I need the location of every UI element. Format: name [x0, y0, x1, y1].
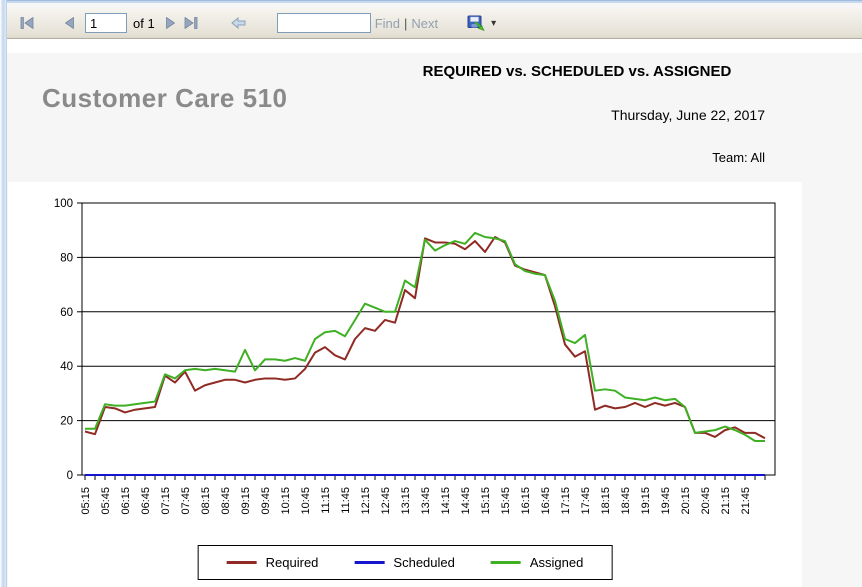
x-axis-label: 19:45 [660, 487, 672, 515]
x-axis-label: 08:15 [200, 487, 212, 515]
report-toolbar: of 1 Find | Next [7, 8, 862, 39]
export-save-icon [467, 15, 485, 31]
y-axis-label: 100 [54, 198, 73, 210]
page-number-input[interactable] [85, 13, 127, 33]
x-axis-label: 17:45 [580, 487, 592, 515]
chart-legend: Required Scheduled Assigned [197, 545, 613, 580]
y-axis-label: 40 [60, 361, 73, 373]
report-date: Thursday, June 22, 2017 [611, 107, 765, 123]
back-arrow-icon [231, 17, 246, 29]
x-axis-label: 10:15 [280, 487, 292, 515]
x-axis-label: 21:45 [740, 487, 752, 515]
required-line-swatch [226, 561, 257, 564]
export-dropdown-caret[interactable]: ▾ [491, 17, 497, 29]
x-axis-label: 11:45 [340, 487, 352, 514]
x-axis-label: 13:15 [400, 487, 412, 515]
legend-item-required: Required [226, 555, 319, 570]
x-axis-label: 17:15 [560, 487, 572, 515]
x-axis-label: 11:15 [320, 487, 332, 514]
x-axis-label: 20:45 [700, 487, 712, 515]
first-page-icon [20, 17, 33, 29]
x-axis-label: 05:45 [100, 487, 112, 515]
y-axis-label: 20 [60, 416, 73, 428]
x-axis-label: 13:45 [420, 487, 432, 515]
page-count-label: of 1 [133, 15, 155, 31]
y-axis-label: 60 [60, 307, 73, 319]
x-axis-label: 09:15 [240, 487, 252, 515]
x-axis-label: 18:45 [620, 487, 632, 515]
legend-label-required: Required [265, 555, 319, 570]
back-to-parent-report-button[interactable] [229, 12, 249, 34]
x-axis-label: 14:45 [460, 487, 472, 515]
x-axis-label: 18:15 [600, 487, 612, 515]
x-axis-label: 05:15 [80, 487, 92, 515]
find-next-separator: | [403, 15, 408, 31]
legend-label-assigned: Assigned [529, 555, 584, 570]
last-page-icon [184, 17, 198, 29]
export-button[interactable] [464, 12, 488, 34]
x-axis-label: 07:45 [180, 487, 192, 515]
window-top-border [0, 0, 862, 3]
x-axis-label: 15:45 [500, 487, 512, 515]
report-body: REQUIRED vs. SCHEDULED vs. ASSIGNED Cust… [7, 53, 862, 587]
next-page-button[interactable] [161, 12, 181, 34]
legend-item-assigned: Assigned [490, 555, 584, 570]
x-axis-label: 09:45 [260, 487, 272, 515]
toolbar-report-gap [7, 39, 862, 53]
window-left-border [0, 0, 7, 587]
x-axis-label: 06:45 [140, 487, 152, 515]
y-axis-label: 80 [60, 252, 73, 264]
first-page-button[interactable] [17, 12, 37, 34]
find-link[interactable]: Find [374, 15, 400, 31]
legend-label-scheduled: Scheduled [393, 555, 455, 570]
next-page-icon [166, 17, 176, 29]
series-line-assigned [85, 231, 765, 442]
required-scheduled-assigned-chart: 0 20 40 60 80 100 05:15 05:45 06:15 06:45 07:15 07:… [54, 198, 776, 515]
next-link[interactable]: Next [411, 15, 439, 31]
find-text-input[interactable] [276, 13, 371, 33]
y-axis-label: 0 [67, 470, 73, 482]
x-axis-label: 08:45 [220, 487, 232, 515]
scheduled-line-swatch [354, 561, 385, 564]
assigned-line-swatch [490, 561, 521, 564]
x-axis-label: 07:15 [160, 487, 172, 515]
previous-page-icon [64, 17, 74, 29]
x-axis-label: 12:15 [360, 487, 372, 515]
legend-item-scheduled: Scheduled [354, 555, 455, 570]
x-axis-label: 20:15 [680, 487, 692, 515]
series-line-required [84, 236, 766, 440]
report-team-filter: Team: All [712, 150, 765, 165]
x-axis-label: 16:15 [520, 487, 532, 515]
x-axis-label: 21:15 [720, 487, 732, 515]
x-axis-label: 15:15 [480, 487, 492, 515]
previous-page-button[interactable] [59, 12, 79, 34]
report-name: Customer Care 510 [42, 83, 288, 113]
x-axis-label: 14:15 [440, 487, 452, 515]
chart-block: 0 20 40 60 80 100 05:15 05:45 06:15 06:45 07:15 07:… [8, 182, 802, 587]
x-axis-label: 16:45 [540, 487, 552, 515]
x-axis-label: 06:15 [120, 487, 132, 515]
report-title: REQUIRED vs. SCHEDULED vs. ASSIGNED [422, 63, 732, 80]
last-page-button[interactable] [181, 12, 201, 34]
x-axis-label: 19:15 [640, 487, 652, 515]
x-axis-label: 10:45 [300, 487, 312, 515]
x-axis-label: 12:45 [380, 487, 392, 515]
